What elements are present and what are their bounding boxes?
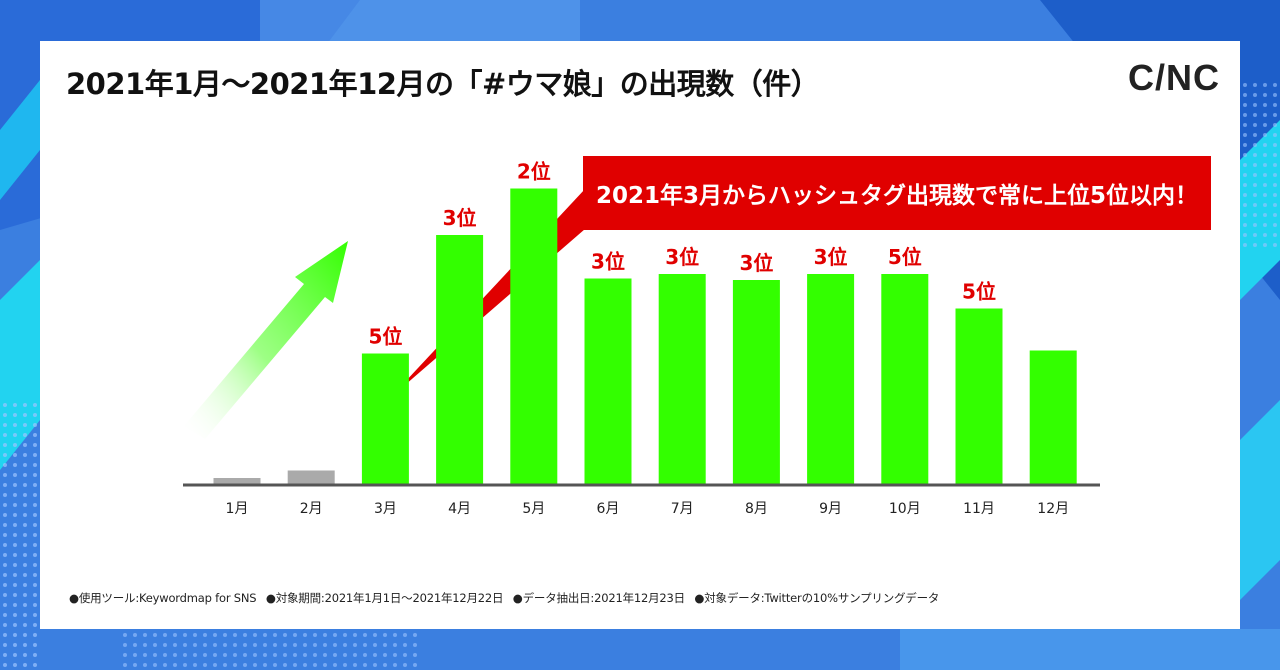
bar-chart: 5位 3位 2位 3位 3位 3位 3位 5位 5位 1月 2月 3月 4月 5月 6月 7月 8月 9月 10月… [183, 160, 1100, 517]
bar-11 [955, 308, 1003, 484]
x-tick-label: 8月 [745, 501, 768, 517]
bar-7 [658, 274, 706, 484]
footnote-data-source: ●対象データ:Twitterの10%サンプリングデータ [694, 591, 940, 605]
footnote-tool: ●使用ツール:Keywordmap for SNS [69, 591, 257, 605]
bar-3 [361, 353, 409, 484]
bar-2 [287, 470, 335, 484]
bar-8 [732, 280, 780, 484]
rank-label: 3位 [591, 250, 625, 274]
x-tick-label: 10月 [889, 501, 921, 517]
rank-label: 3位 [665, 245, 699, 269]
bar-5 [510, 188, 558, 484]
x-tick-label: 12月 [1037, 501, 1069, 517]
x-tick-label: 1月 [226, 501, 249, 517]
x-tick-label: 3月 [374, 501, 397, 517]
footnote: ●使用ツール:Keywordmap for SNS ●対象期間:2021年1月1… [69, 590, 945, 606]
callout-banner: 2021年3月からハッシュタグ出現数で常に上位5位以内！ [583, 156, 1211, 230]
rank-label: 5位 [962, 280, 996, 304]
x-tick-label: 7月 [671, 501, 694, 517]
rank-label: 5位 [888, 245, 922, 269]
rank-label: 5位 [368, 325, 402, 349]
bar-10 [881, 274, 929, 484]
bar-6 [584, 278, 632, 484]
x-tick-label: 6月 [597, 501, 620, 517]
bar-12 [1029, 350, 1077, 484]
rank-label: 2位 [517, 160, 551, 184]
x-tick-label: 4月 [448, 501, 471, 517]
rank-label: 3位 [739, 251, 773, 275]
footnote-period: ●対象期間:2021年1月1日〜2021年12月22日 [265, 591, 504, 605]
growth-arrow [184, 241, 348, 439]
rank-label: 3位 [814, 245, 848, 269]
bar-1 [213, 478, 261, 484]
brand-logo: C/NC [1128, 57, 1220, 98]
x-tick-label: 9月 [819, 501, 842, 517]
rank-label: 3位 [443, 206, 477, 230]
x-tick-label: 11月 [963, 501, 995, 517]
bar-9 [807, 274, 855, 484]
x-tick-label: 2月 [300, 501, 323, 517]
chart-card: 2021年1月〜2021年12月の「#ウマ娘」の出現数（件） C/NC 5位 3位… [40, 41, 1240, 629]
chart-title: 2021年1月〜2021年12月の「#ウマ娘」の出現数（件） [66, 67, 820, 101]
x-tick-label: 5月 [522, 501, 545, 517]
bar-4 [436, 235, 484, 484]
footnote-extract-date: ●データ抽出日:2021年12月23日 [512, 591, 685, 605]
